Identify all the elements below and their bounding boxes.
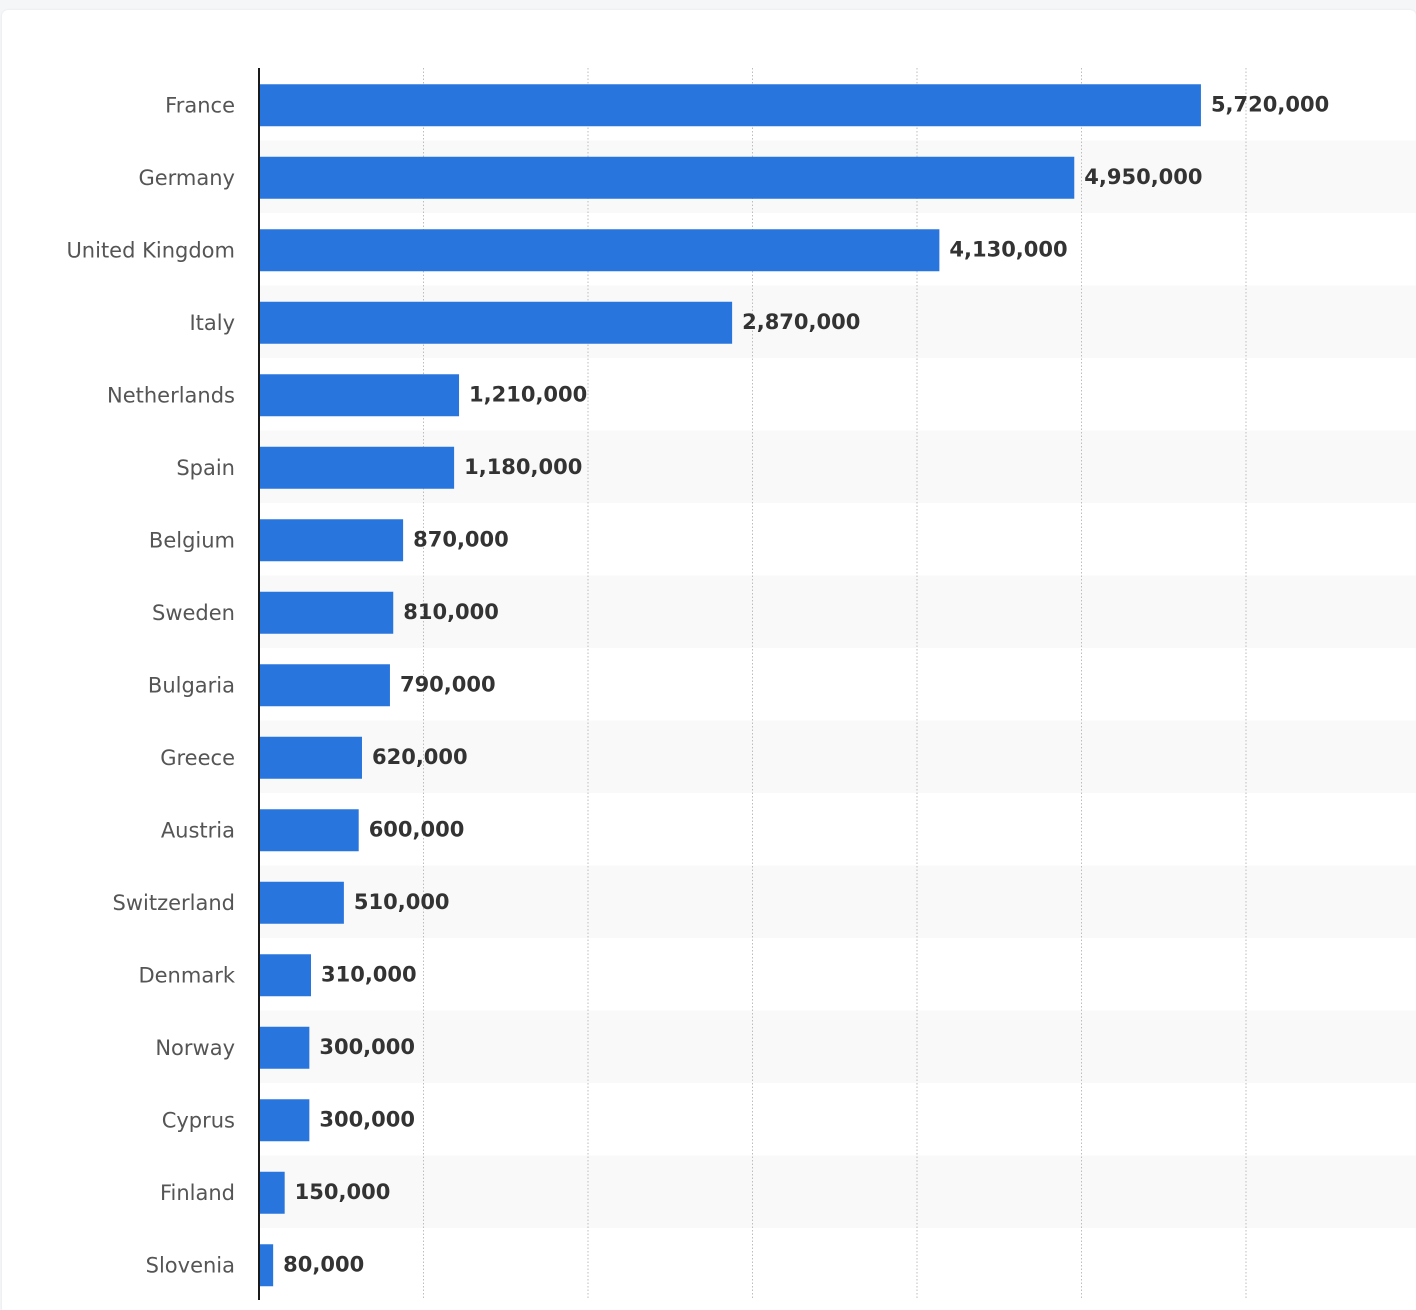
value-label: 510,000 bbox=[354, 890, 450, 914]
bar-italy[interactable] bbox=[260, 301, 733, 344]
value-label: 150,000 bbox=[295, 1180, 391, 1204]
category-label: Italy bbox=[189, 311, 235, 335]
value-label: 4,130,000 bbox=[949, 237, 1067, 261]
bar-switzerland[interactable] bbox=[260, 881, 344, 924]
value-label: 1,210,000 bbox=[469, 382, 587, 406]
bars bbox=[260, 84, 1201, 1287]
value-label: 620,000 bbox=[372, 745, 468, 769]
bar-united-kingdom[interactable] bbox=[260, 229, 940, 272]
category-label: United Kingdom bbox=[66, 238, 235, 262]
category-label: Austria bbox=[161, 818, 235, 842]
category-label: Greece bbox=[160, 746, 235, 770]
bar-spain[interactable] bbox=[260, 446, 455, 489]
bar-slovenia[interactable] bbox=[260, 1244, 274, 1287]
value-label: 300,000 bbox=[319, 1107, 415, 1131]
value-label: 1,180,000 bbox=[464, 455, 582, 479]
gridlines bbox=[423, 68, 1247, 1300]
category-label: Switzerland bbox=[113, 891, 236, 915]
row-band bbox=[259, 1155, 1416, 1228]
value-label: 310,000 bbox=[321, 962, 417, 986]
value-label: 80,000 bbox=[283, 1252, 364, 1276]
bar-greece[interactable] bbox=[260, 736, 362, 779]
value-label: 5,720,000 bbox=[1211, 92, 1329, 116]
bar-france[interactable] bbox=[260, 84, 1201, 127]
chart-card: France Germany United Kingdom Italy Netherla… bbox=[2, 10, 1416, 1310]
category-label: Cyprus bbox=[162, 1108, 235, 1132]
value-label: 4,950,000 bbox=[1084, 165, 1202, 189]
row-band bbox=[259, 1010, 1416, 1083]
row-band bbox=[259, 865, 1416, 938]
bar-sweden[interactable] bbox=[260, 591, 394, 634]
value-label: 790,000 bbox=[400, 672, 496, 696]
value-label: 870,000 bbox=[413, 527, 509, 551]
value-label: 2,870,000 bbox=[742, 310, 860, 334]
bar-cyprus[interactable] bbox=[260, 1099, 310, 1142]
bar-germany[interactable] bbox=[260, 156, 1075, 199]
category-label: France bbox=[165, 93, 235, 117]
category-label: Netherlands bbox=[107, 383, 235, 407]
value-labels: 5,720,000 4,950,000 4,130,000 2,870,000 1,21… bbox=[283, 92, 1329, 1276]
category-label: Bulgaria bbox=[148, 673, 235, 697]
category-label: Belgium bbox=[149, 528, 235, 552]
bar-denmark[interactable] bbox=[260, 954, 311, 997]
bar-chart: France Germany United Kingdom Italy Netherla… bbox=[66, 68, 1416, 1300]
bar-finland[interactable] bbox=[260, 1171, 285, 1214]
value-label: 600,000 bbox=[369, 817, 465, 841]
row-band bbox=[259, 720, 1416, 793]
category-label: Norway bbox=[155, 1036, 235, 1060]
category-label: Spain bbox=[176, 456, 235, 480]
category-label: Sweden bbox=[152, 601, 235, 625]
row-band bbox=[259, 575, 1416, 648]
bar-bulgaria[interactable] bbox=[260, 664, 390, 707]
bar-belgium[interactable] bbox=[260, 519, 404, 562]
row-bands bbox=[259, 140, 1416, 1228]
value-label: 300,000 bbox=[319, 1035, 415, 1059]
category-label: Slovenia bbox=[146, 1253, 235, 1277]
category-labels: France Germany United Kingdom Italy Netherla… bbox=[66, 93, 235, 1277]
category-label: Finland bbox=[160, 1181, 235, 1205]
bar-austria[interactable] bbox=[260, 809, 359, 852]
bar-netherlands[interactable] bbox=[260, 374, 460, 417]
category-label: Germany bbox=[138, 166, 235, 190]
bar-norway[interactable] bbox=[260, 1026, 310, 1069]
value-label: 810,000 bbox=[403, 600, 499, 624]
category-label: Denmark bbox=[138, 963, 235, 987]
